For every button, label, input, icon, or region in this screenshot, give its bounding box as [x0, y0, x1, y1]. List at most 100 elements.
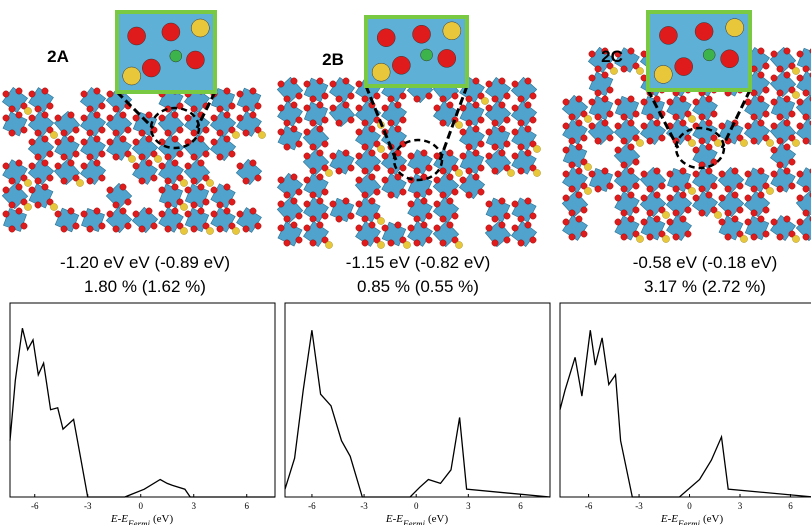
atom: [529, 116, 537, 124]
atom: [710, 134, 718, 142]
atom: [524, 197, 532, 205]
atom: [653, 95, 661, 103]
atom: [562, 194, 570, 202]
atom: [762, 206, 770, 214]
atom: [627, 167, 635, 175]
atom: [20, 102, 28, 110]
atom: [627, 119, 635, 127]
plot-frame: [284, 302, 551, 498]
atom: [290, 173, 298, 181]
annotation: -1.15 eV (-0.82 eV): [346, 253, 491, 272]
atom: [145, 207, 153, 215]
atom: [614, 170, 622, 178]
atom: [446, 149, 454, 157]
atom: [606, 62, 614, 70]
atom: [646, 137, 654, 145]
atom: [283, 95, 291, 103]
atom: [60, 225, 68, 233]
atom: [190, 201, 198, 209]
atom: [731, 215, 739, 223]
atom: [93, 111, 101, 119]
atom: [249, 159, 257, 167]
atom: [329, 80, 337, 88]
atom: [614, 194, 622, 202]
atom: [80, 114, 88, 122]
atom: [98, 174, 106, 182]
atom: [718, 122, 726, 130]
atom: [316, 101, 324, 109]
atom: [485, 80, 493, 88]
x-tick-label: -3: [360, 501, 368, 511]
atom: [796, 194, 804, 202]
atom: [601, 167, 609, 175]
atom: [413, 167, 421, 175]
atom: [455, 241, 463, 249]
atom: [783, 143, 791, 151]
atom: [792, 67, 800, 75]
atom: [705, 191, 713, 199]
zoom-circle: [149, 106, 201, 150]
atom: [610, 67, 618, 75]
atom: [783, 167, 791, 175]
atom: [736, 230, 744, 238]
atom: [142, 58, 161, 78]
atom: [283, 119, 291, 127]
atom: [93, 135, 101, 143]
atom: [413, 215, 421, 223]
atom: [688, 139, 696, 147]
atom: [413, 191, 421, 199]
atom: [694, 22, 714, 41]
atom: [601, 95, 609, 103]
atom: [124, 126, 132, 134]
atom: [632, 206, 640, 214]
atom: [184, 210, 192, 218]
atom: [659, 26, 678, 45]
atom: [368, 221, 376, 229]
atom: [394, 101, 402, 109]
atom: [228, 150, 236, 158]
atom: [672, 209, 680, 217]
atom: [373, 236, 381, 244]
atom: [503, 212, 511, 220]
atom: [679, 95, 687, 103]
atom: [342, 197, 350, 205]
atom: [796, 218, 804, 226]
atom: [202, 174, 210, 182]
atom: [399, 236, 407, 244]
atom: [316, 125, 324, 133]
atom: [503, 140, 511, 148]
atom: [725, 18, 744, 37]
atom: [191, 18, 210, 38]
atom: [158, 162, 166, 170]
atom: [381, 152, 389, 160]
atom: [662, 235, 670, 243]
atom: [666, 194, 674, 202]
atom: [507, 169, 515, 177]
atom: [646, 233, 654, 241]
atom: [511, 104, 519, 112]
atom: [394, 125, 402, 133]
atom: [606, 134, 614, 142]
atom: [76, 179, 84, 187]
plot-frame: [559, 302, 811, 498]
atom: [766, 139, 774, 147]
atom: [420, 48, 433, 62]
atom: [223, 87, 231, 95]
atom: [342, 77, 350, 85]
atom: [688, 187, 696, 195]
atom: [228, 102, 236, 110]
atom: [425, 92, 433, 100]
atom: [425, 188, 433, 196]
atom: [124, 222, 132, 230]
annotation: 3.17 % (2.72 %): [644, 277, 766, 296]
atom: [491, 95, 499, 103]
atom: [770, 74, 778, 82]
atom: [465, 119, 473, 127]
atom: [236, 210, 244, 218]
atom: [802, 113, 810, 121]
plot-frame: [9, 302, 276, 498]
atom: [223, 135, 231, 143]
atom: [684, 230, 692, 238]
atom: [455, 121, 463, 129]
atom: [8, 201, 16, 209]
